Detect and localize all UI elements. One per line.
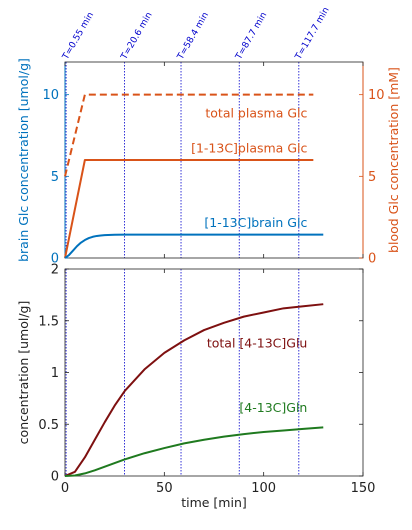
time-marker-label: T=117.7 min bbox=[293, 6, 331, 63]
series-label: total plasma Glc bbox=[205, 106, 307, 121]
bottom-xtick-label: 150 bbox=[351, 481, 376, 496]
time-marker-label: T=58.4 min bbox=[175, 11, 211, 63]
series-label: [1-13C]brain Glc bbox=[204, 215, 307, 230]
bottom-xtick-label: 0 bbox=[61, 481, 69, 496]
right-axis-title: blood Glc concentration [mM] bbox=[386, 67, 401, 253]
series-line bbox=[64, 159, 314, 259]
right-ytick-label: 0 bbox=[368, 252, 376, 267]
right-ytick-label: 5 bbox=[368, 170, 376, 185]
bottom-ytick-label: 1 bbox=[51, 366, 59, 381]
bottom-y-axis-title: concentration [umol/g] bbox=[16, 301, 31, 445]
left-ytick-label: 5 bbox=[51, 170, 59, 185]
time-marker-label: T=0.55 min bbox=[61, 11, 97, 63]
time-marker-label: T=20.6 min bbox=[119, 11, 155, 63]
x-axis-title: time [min] bbox=[181, 495, 247, 510]
bottom-panel: 0 0.5 1 1.5 2 0 50 100 150 time [min] concentratio… bbox=[16, 263, 375, 511]
bottom-ytick-label: 2 bbox=[51, 263, 59, 278]
right-ytick-label: 10 bbox=[368, 88, 385, 103]
left-axis-title: brain Glc concentration [umol/g] bbox=[16, 58, 31, 262]
bottom-xtick-label: 50 bbox=[156, 481, 173, 496]
series-line bbox=[64, 303, 324, 477]
bottom-ytick-label: 0.5 bbox=[38, 418, 59, 433]
series-label: [4-13C]Gln bbox=[239, 400, 307, 415]
series-label: total [4-13C]Glu bbox=[207, 336, 308, 351]
top-panel: T=0.55 min T=20.6 min T=58.4 min T=87.7 min… bbox=[16, 6, 401, 267]
series-line bbox=[64, 233, 324, 259]
bottom-ytick-label: 0 bbox=[51, 470, 59, 485]
left-ytick-label: 0 bbox=[51, 252, 59, 267]
left-ytick-label: 10 bbox=[42, 88, 59, 103]
bottom-xtick-label: 100 bbox=[251, 481, 276, 496]
bottom-ytick-label: 1.5 bbox=[38, 314, 59, 329]
series-label: [1-13C]plasma Glc bbox=[191, 141, 307, 156]
time-marker-label: T=87.7 min bbox=[234, 11, 270, 63]
series-line bbox=[64, 93, 314, 177]
bottom-axes-box bbox=[64, 268, 364, 477]
series-line bbox=[64, 426, 324, 477]
